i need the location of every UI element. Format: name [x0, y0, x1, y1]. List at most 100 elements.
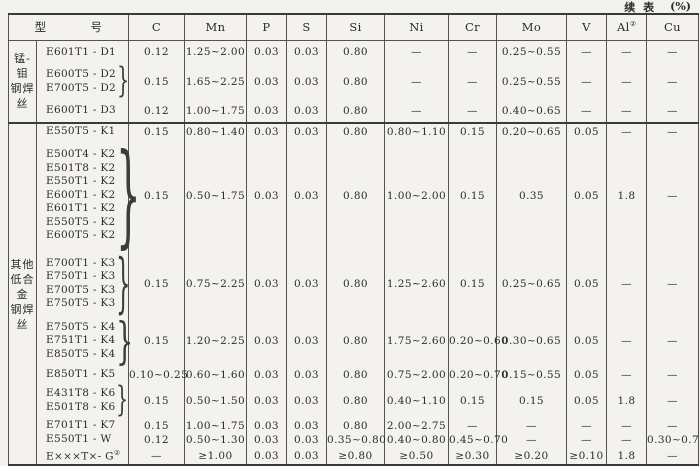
model-label: E550T1 - K2 [46, 175, 116, 188]
table-row: E701T1 - K7 0.15 1.00~1.75 0.03 0.03 0.80 2.00… [9, 418, 699, 433]
value-cell: 1.75~2.60 [384, 316, 449, 366]
value-cell: — [646, 447, 699, 465]
value-cell: 0.80 [326, 383, 385, 418]
value-cell: 0.15 [448, 251, 497, 316]
model-cell: E×××T×- G② [36, 447, 129, 465]
value-cell: 0.03 [246, 383, 287, 418]
value-cell: 0.10~0.25 [128, 366, 188, 383]
value-cell: 0.25~0.65 [496, 251, 567, 316]
value-cell: 0.03 [286, 447, 327, 465]
value-cell: 0.15 [128, 418, 185, 433]
col-header-S: S [286, 14, 327, 41]
value-cell: 0.03 [286, 251, 327, 316]
value-cell: 2.00~2.75 [384, 418, 449, 433]
model-label: E600T5 - K2 [46, 229, 116, 242]
value-cell: 0.03 [246, 447, 287, 465]
value-cell: 0.03 [246, 40, 287, 64]
col-header-V: V [566, 14, 607, 41]
model-label: E×××T×- G② [46, 449, 121, 463]
value-cell: 1.00~1.75 [184, 99, 247, 123]
model-cell: E550T1 - W [36, 433, 129, 447]
model-cell: E700T1 - K3 E750T1 - K3 E700T5 - K3 E750T5 … [36, 251, 131, 316]
value-cell: 0.12 [128, 99, 185, 123]
model-label: E700T5 - K3 [46, 283, 116, 296]
value-cell: — [384, 40, 449, 64]
value-cell: 0.03 [286, 64, 327, 99]
value-cell: 0.15~0.55 [496, 366, 567, 383]
table-row: E600T1 - D3 0.12 1.00~1.75 0.03 0.03 0.80— —0.… [9, 99, 699, 123]
group-label: 锰-钼 钢焊丝 [8, 40, 37, 123]
table-row: E850T1 - K5 0.10~0.25 0.60~1.60 0.03 0.03 0.8… [9, 366, 699, 383]
model-label: E501T8 - K2 [46, 161, 116, 174]
value-cell: — [606, 316, 647, 366]
value-cell: 1.00~2.00 [384, 140, 449, 251]
value-cell: 0.40~1.10 [384, 383, 449, 418]
value-cell: 0.25~0.55 [496, 40, 567, 64]
value-cell: ≥0.20 [496, 447, 567, 465]
scanned-document-page: { "caption": { "continued": "续 表", "unit… [8, 0, 700, 466]
value-cell: 0.15 [448, 123, 497, 140]
model-cell: E600T1 - D3 [36, 99, 129, 123]
value-cell: — [448, 99, 497, 123]
value-cell: — [606, 123, 647, 140]
value-cell: 0.80 [326, 40, 385, 64]
model-label: E600T5 - D2 [46, 68, 117, 80]
model-label: E600T1 - K2 [46, 188, 116, 201]
model-label: E850T1 - K5 [46, 367, 116, 380]
group-brace: } [116, 380, 129, 420]
value-cell: — [646, 40, 699, 64]
group-label: 其他 低合金 钢焊丝 [8, 123, 37, 465]
value-cell: 0.80~1.10 [384, 123, 449, 140]
value-cell: 0.35 [496, 140, 567, 251]
table-row: 锰-钼 钢焊丝 E601T1 - D1 0.12 1.25~2.00 0.03 0.03 0.… [8, 40, 699, 123]
continued-table-label: 续 表 [624, 0, 657, 14]
value-cell: — [566, 418, 607, 433]
value-cell: 0.15 [128, 140, 185, 251]
value-cell: 0.80 [326, 418, 385, 433]
model-label: E601T1 - D1 [46, 45, 117, 58]
value-cell: 0.03 [286, 433, 327, 447]
value-cell: 0.30~0.75 [646, 433, 700, 447]
value-cell: 0.12 [128, 40, 185, 64]
value-cell: 0.03 [286, 316, 327, 366]
table-row: E550T1 - W 0.12 0.50~1.30 0.03 0.03 0.35~0.80… [9, 433, 700, 447]
value-cell: — [384, 99, 449, 123]
col-header-Cu: Cu [646, 14, 699, 41]
group-brace: } [116, 131, 142, 260]
value-cell: 0.03 [286, 418, 327, 433]
value-cell: 0.15 [128, 316, 185, 366]
value-cell: — [646, 418, 699, 433]
value-cell: 0.05 [566, 123, 607, 140]
model-label: E850T5 - K4 [46, 347, 116, 360]
unit-percent-label: (%) [670, 0, 691, 13]
model-label: E750T1 - K3 [46, 270, 116, 282]
value-cell: — [646, 140, 699, 251]
value-cell: 0.03 [286, 140, 327, 251]
value-cell: — [566, 40, 607, 64]
value-cell: 0.05 [566, 383, 607, 418]
value-cell: 0.15 [128, 123, 185, 140]
value-cell: — [566, 99, 607, 123]
value-cell: 0.03 [286, 99, 327, 123]
value-cell: — [646, 316, 699, 366]
value-cell: 0.03 [246, 366, 287, 383]
value-cell: 0.20~0.65 [496, 123, 567, 140]
group-brace: } [117, 61, 130, 101]
value-cell: — [646, 366, 699, 383]
value-cell: 0.75~2.25 [184, 251, 247, 316]
value-cell: — [448, 64, 497, 99]
model-cell: E601T1 - D1 [36, 40, 129, 64]
value-cell: 0.80 [326, 64, 385, 99]
value-cell: 0.03 [246, 140, 287, 251]
value-cell: 0.12 [128, 433, 185, 447]
value-cell: — [606, 40, 647, 64]
model-label: E431T8 - K6 [46, 387, 116, 399]
value-cell: 0.15 [128, 383, 185, 418]
model-label: E701T1 - K7 [46, 418, 116, 431]
model-label: E550T5 - K2 [46, 215, 116, 228]
table-row: E431T8 - K6 E501T8 - K6} 0.15 0.50~1.50 0.03… [9, 383, 699, 418]
value-cell: ≥1.00 [184, 447, 247, 465]
model-label: E601T1 - K2 [46, 202, 116, 215]
value-cell: 0.80 [326, 123, 385, 140]
table-row: E600T5 - D2 E700T5 - D2} 0.15 1.65~2.25 0.03… [9, 64, 699, 99]
